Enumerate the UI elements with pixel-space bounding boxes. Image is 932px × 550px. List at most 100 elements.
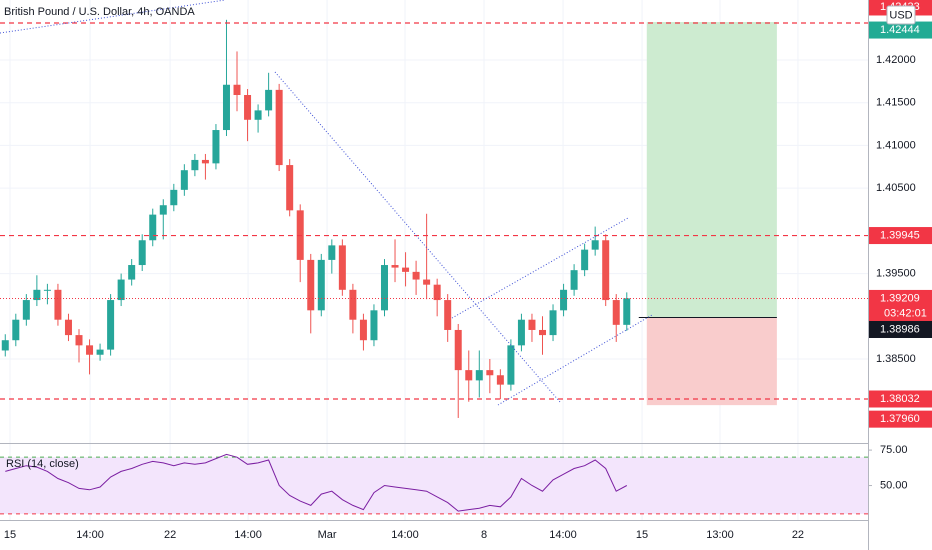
candle-body	[307, 259, 315, 311]
price-label: 1.38986	[880, 323, 920, 335]
x-tick-label: 14:00	[234, 529, 262, 541]
candle-body	[328, 245, 336, 260]
candle-body	[212, 130, 220, 164]
candle-body	[43, 289, 51, 291]
price-label: 1.38032	[880, 393, 920, 405]
price-label-bg	[869, 320, 932, 338]
candle-body	[75, 335, 83, 346]
price-label-bg	[869, 289, 932, 322]
candle-body	[107, 300, 115, 350]
candle-body	[254, 110, 262, 120]
y-tick-label: 1.42000	[876, 54, 916, 66]
currency: USD	[889, 9, 912, 21]
candle-body	[560, 289, 568, 311]
y-tick-label: 1.41500	[876, 97, 916, 109]
candle-body	[222, 84, 230, 131]
y-tick-label: 50.00	[880, 479, 908, 491]
candle-body	[180, 170, 188, 190]
candle-body	[433, 284, 441, 301]
candle-body	[402, 267, 410, 272]
candle-body	[444, 300, 452, 330]
candle-body	[486, 370, 494, 376]
candle-body	[275, 89, 283, 166]
candle-body	[612, 300, 620, 325]
stop-zone	[646, 317, 777, 406]
candle-body	[338, 245, 346, 290]
x-tick-label: 14:00	[76, 529, 104, 541]
price-label-bg	[869, 21, 932, 39]
candle-body	[454, 329, 462, 371]
candle-body	[33, 289, 41, 301]
x-tick-label: 14:00	[391, 529, 419, 541]
x-tick-label: 14:00	[549, 529, 577, 541]
candle-body	[602, 240, 610, 301]
x-tick-label: 15	[4, 529, 16, 541]
y-tick-label: 1.39500	[876, 267, 916, 279]
candle-body	[412, 271, 420, 280]
main-layer	[0, 19, 868, 512]
price-label-bg	[869, 227, 932, 245]
candle-body	[423, 279, 431, 285]
trend-line	[451, 217, 629, 319]
candle-body	[591, 240, 599, 250]
x-tick-label: 15	[636, 529, 648, 541]
chart-title: British Pound / U.S. Dollar, 4h, OANDA	[4, 6, 195, 18]
y-tick-label: 1.38500	[876, 353, 916, 365]
rsi-line	[5, 453, 628, 512]
candle-body	[581, 249, 589, 271]
candle-body	[380, 265, 388, 311]
currency-badge	[886, 5, 916, 25]
rsi-title: RSI (14, close)	[6, 458, 79, 470]
candle-body	[12, 319, 20, 341]
candle-body	[570, 270, 578, 290]
x-tick-label: 22	[164, 529, 176, 541]
candle-body	[528, 319, 536, 330]
candle-body	[244, 95, 252, 120]
candle-body	[496, 375, 504, 385]
candle-body	[22, 300, 30, 320]
candle-body	[96, 349, 104, 355]
candle-body	[128, 265, 136, 280]
candle-body	[465, 370, 473, 381]
rsi-band	[0, 457, 868, 514]
price-label-bg	[869, 410, 932, 428]
candle-body	[349, 289, 357, 320]
target-zone	[646, 22, 777, 318]
candle-body	[359, 319, 367, 341]
candle-body	[149, 214, 157, 241]
candle-body	[54, 289, 62, 320]
y-tick-label: 1.41000	[876, 139, 916, 151]
candle-body	[191, 159, 199, 171]
candle-body	[233, 84, 241, 96]
x-tick-label: Mar	[318, 529, 337, 541]
trend-line	[0, 0, 226, 34]
countdown: 03:42:01	[884, 307, 927, 319]
candle-body	[623, 298, 631, 325]
candle-body	[517, 319, 525, 346]
candle-body	[549, 310, 557, 336]
price-label: 1.39209	[880, 292, 920, 304]
price-label-bg	[869, 390, 932, 408]
price-label: 1.39945	[880, 229, 920, 241]
candle-body	[64, 319, 72, 336]
y-tick-label: 75.00	[880, 444, 908, 456]
candle-body	[86, 345, 94, 355]
candle-body	[286, 165, 294, 211]
candle-body	[370, 310, 378, 341]
x-tick-label: 13:00	[706, 529, 734, 541]
candle-body	[1, 340, 9, 351]
candle-body	[475, 370, 483, 381]
candle-body	[539, 329, 546, 336]
candle-body	[159, 205, 167, 215]
candle-body	[170, 189, 178, 206]
back-layer	[0, 0, 868, 520]
price-label: 1.37960	[880, 413, 920, 425]
candle-body	[507, 345, 515, 385]
trend-line	[274, 71, 561, 403]
axis-layer: 1.42000 1.41500 1.41000 1.40500 1.39500 1.385…	[4, 0, 932, 541]
candle-body	[265, 89, 273, 111]
candle-body	[117, 279, 125, 301]
x-tick-label: 22	[792, 529, 804, 541]
